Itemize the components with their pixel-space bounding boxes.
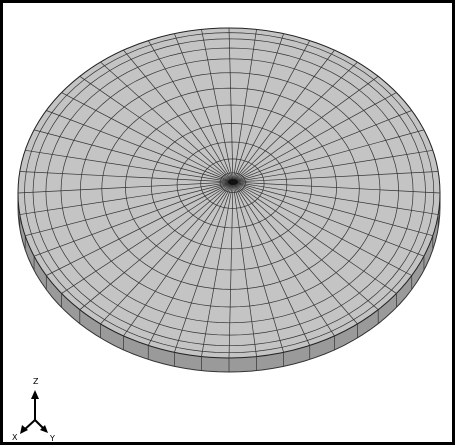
triad-x-label: X xyxy=(12,433,18,442)
triad-z-label: Z xyxy=(33,377,39,386)
mesh-hub xyxy=(228,179,238,185)
disk-mesh xyxy=(18,28,440,372)
viewport: Z X Y xyxy=(0,0,455,445)
triad-y-label: Y xyxy=(49,434,55,443)
